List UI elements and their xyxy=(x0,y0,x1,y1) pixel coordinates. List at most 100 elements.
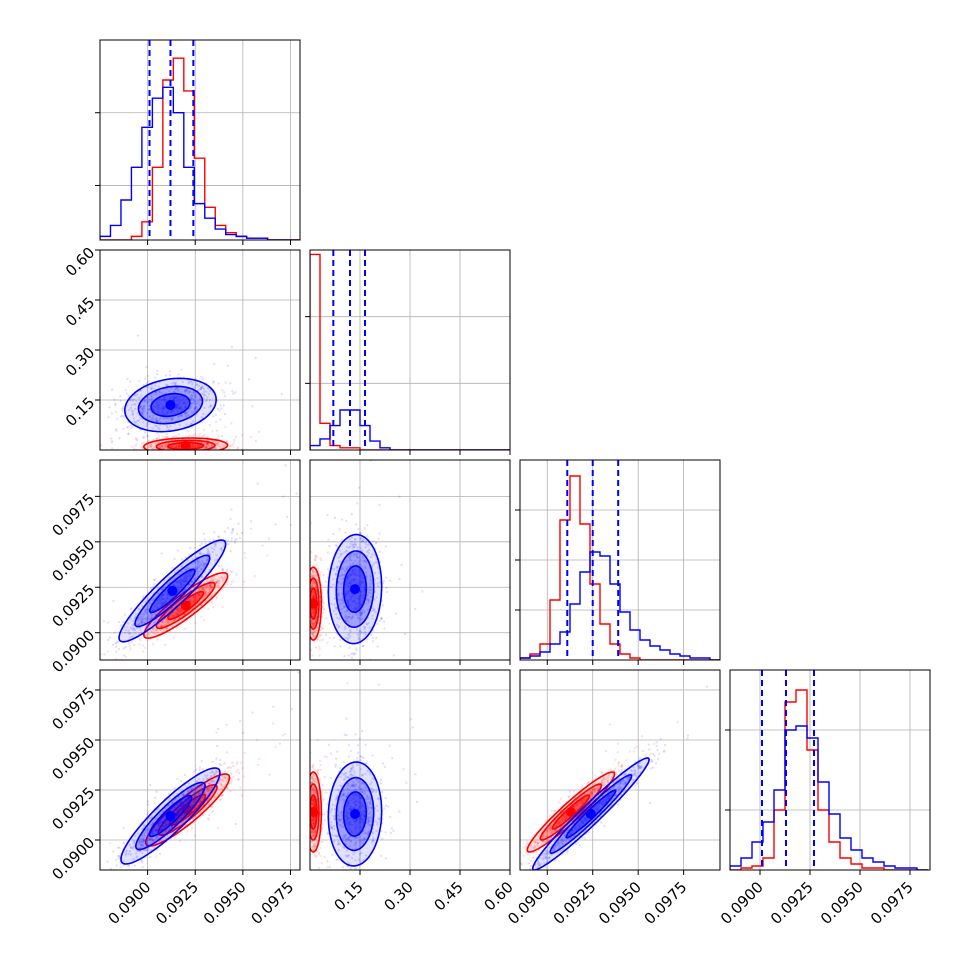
scatter-point-red xyxy=(193,597,196,600)
scatter-point-blue xyxy=(258,430,261,433)
scatter-point-red xyxy=(153,626,157,630)
scatter-point-blue xyxy=(159,416,162,419)
scatter-point-blue xyxy=(201,377,205,381)
scatter-point-red xyxy=(176,451,178,453)
scatter-point-red xyxy=(205,446,208,449)
scatter-point-red xyxy=(306,607,308,609)
scatter-point-red xyxy=(152,630,155,633)
scatter-point-blue xyxy=(146,435,150,438)
scatter-point-blue xyxy=(168,428,171,431)
scatter-point-blue xyxy=(202,387,206,391)
scatter-point-blue xyxy=(175,395,178,398)
scatter-point-red xyxy=(307,572,309,574)
scatter-point-red xyxy=(190,826,194,830)
scatter-point-red xyxy=(167,452,169,454)
scatter-point-blue xyxy=(348,646,351,650)
scatter-point-blue xyxy=(174,396,178,399)
scatter-point-blue xyxy=(190,405,193,408)
scatter-point-red xyxy=(178,616,181,619)
scatter-point-red xyxy=(151,621,155,624)
scatter-point-red xyxy=(202,618,205,622)
scatter-point-red xyxy=(198,457,200,459)
scatter-point-red xyxy=(192,596,196,600)
scatter-point-red xyxy=(186,586,190,589)
scatter-point-blue xyxy=(130,426,133,430)
scatter-point-red xyxy=(179,609,182,612)
scatter-point-red xyxy=(164,453,166,455)
scatter-point-red xyxy=(172,619,175,622)
scatter-point-blue xyxy=(202,412,205,416)
scatter-point-blue xyxy=(189,380,192,383)
scatter-point-red xyxy=(180,609,183,612)
scatter-point-red xyxy=(243,775,246,778)
scatter-point-red xyxy=(153,802,157,805)
scatter-point-red xyxy=(215,579,218,582)
scatter-point-red xyxy=(235,770,238,773)
scatter-point-blue xyxy=(115,650,118,653)
scatter-point-blue xyxy=(134,394,138,398)
scatter-point-blue xyxy=(230,536,233,540)
scatter-point-blue xyxy=(197,403,201,407)
scatter-point-red xyxy=(209,584,212,587)
scatter-point-blue xyxy=(152,583,156,586)
scatter-point-red xyxy=(306,598,308,600)
scatter-point-blue xyxy=(191,593,195,597)
scatter-point-red xyxy=(192,445,195,448)
scatter-point-blue xyxy=(227,542,230,546)
scatter-point-red xyxy=(209,583,213,586)
scatter-point-red xyxy=(222,578,225,581)
scatter-point-red xyxy=(164,446,167,449)
scatter-point-blue xyxy=(182,396,186,399)
scatter-point-red xyxy=(302,571,304,573)
scatter-point-red xyxy=(155,437,158,440)
scatter-point-blue xyxy=(229,550,232,553)
scatter-point-blue xyxy=(184,403,188,406)
scatter-point-red xyxy=(203,590,207,594)
scatter-point-blue xyxy=(168,389,171,393)
scatter-point-red xyxy=(175,612,179,615)
scatter-point-blue xyxy=(190,394,193,397)
scatter-point-blue xyxy=(199,388,203,391)
scatter-point-blue xyxy=(180,413,184,417)
scatter-point-blue xyxy=(156,419,159,422)
scatter-point-blue xyxy=(170,418,173,421)
scatter-point-blue xyxy=(146,421,149,425)
scatter-point-red xyxy=(230,771,233,775)
scatter-point-blue xyxy=(197,399,200,402)
scatter-point-blue xyxy=(172,396,175,399)
scatter-point-red xyxy=(306,626,308,628)
scatter-point-red xyxy=(180,608,183,611)
scatter-point-red xyxy=(158,445,162,448)
grid-0-0 xyxy=(95,40,300,240)
scatter-point-red xyxy=(161,435,164,438)
scatter-point-blue xyxy=(251,405,254,408)
scatter-point-blue xyxy=(164,374,168,377)
scatter-point-red xyxy=(168,615,172,618)
scatter-point-red xyxy=(141,644,145,647)
scatter-point-blue xyxy=(235,573,238,576)
scatter-point-blue xyxy=(133,643,136,647)
scatter-point-blue xyxy=(165,417,168,420)
scatter-point-blue xyxy=(134,421,137,425)
scatter-point-red xyxy=(216,444,219,447)
scatter-point-blue xyxy=(184,411,187,414)
scatter-point-red xyxy=(162,600,165,604)
scatter-point-red xyxy=(179,451,181,453)
scatter-point-blue xyxy=(183,401,186,405)
scatter-point-blue xyxy=(141,407,144,410)
scatter-point-red xyxy=(207,607,210,611)
scatter-point-blue xyxy=(189,406,192,410)
scatter-point-red xyxy=(204,591,207,594)
scatter-point-blue xyxy=(176,403,179,406)
scatter-point-red xyxy=(205,584,208,588)
scatter-point-blue xyxy=(333,516,337,520)
scatter-point-blue xyxy=(103,653,106,656)
scatter-point-red xyxy=(167,622,170,625)
scatter-point-blue xyxy=(171,417,174,420)
scatter-point-red xyxy=(177,616,181,619)
scatter-point-blue xyxy=(328,545,331,548)
scatter-point-blue xyxy=(233,541,237,544)
scatter-point-red xyxy=(197,452,199,454)
scatter-point-blue xyxy=(185,389,188,392)
scatter-point-red xyxy=(227,451,229,453)
